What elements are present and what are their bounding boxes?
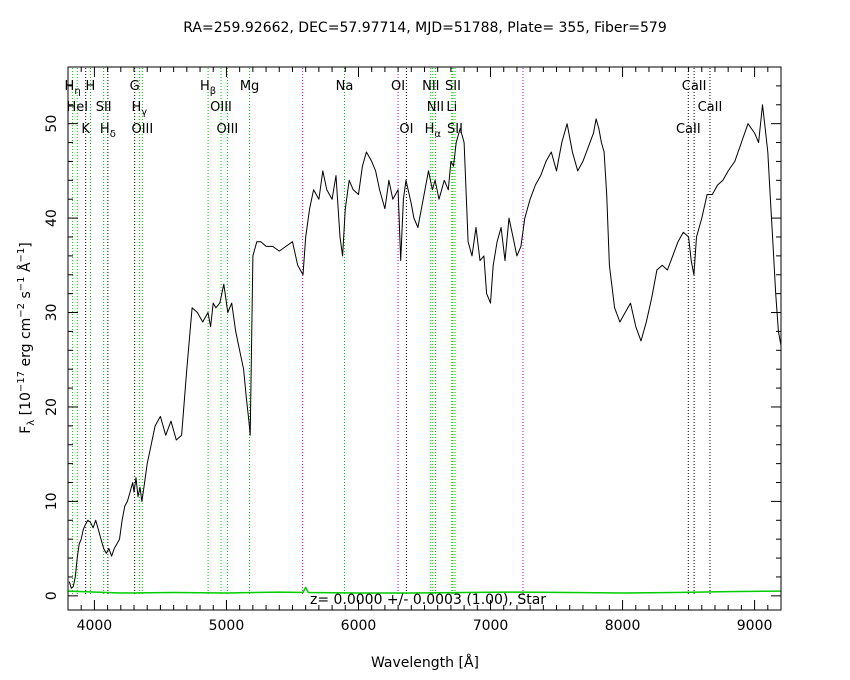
line-marker-label: CaII bbox=[698, 100, 723, 115]
line-marker-label: H bbox=[86, 79, 96, 94]
model-line bbox=[67, 586, 782, 594]
series-group bbox=[67, 104, 782, 594]
line-marker-label: CaII bbox=[676, 122, 701, 137]
x-axis: 4000 5000 6000 7000 8000 9000 bbox=[77, 67, 782, 634]
line-marker-label: OI bbox=[391, 79, 405, 94]
line-markers bbox=[72, 68, 711, 595]
line-marker-label: OI bbox=[399, 122, 413, 137]
line-marker-label: NII bbox=[422, 79, 439, 94]
line-marker-label: CaII bbox=[682, 79, 707, 94]
y-axis-label: Fλ [10−17 erg cm−2 s−1 Å−1] bbox=[16, 242, 37, 434]
line-marker-label: Hγ bbox=[131, 100, 147, 118]
y-axis: 0 10 20 30 40 50 bbox=[44, 85, 781, 600]
y-tick-label: 40 bbox=[44, 209, 60, 227]
x-tick-label: 6000 bbox=[341, 618, 377, 634]
line-marker-label: OIII bbox=[217, 122, 239, 137]
y-tick-label: 10 bbox=[44, 492, 60, 510]
x-tick-label: 9000 bbox=[737, 618, 773, 634]
line-marker-label: OIII bbox=[210, 100, 232, 115]
redshift-annotation: z= 0.0000 +/- 0.0003 (1.00), Star bbox=[310, 592, 546, 608]
line-marker-label: HeI bbox=[66, 100, 88, 115]
line-marker-label: Li bbox=[446, 100, 457, 115]
line-marker-label: Hη bbox=[65, 79, 81, 97]
x-axis-label: Wavelength [Å] bbox=[371, 654, 479, 671]
y-tick-label: 0 bbox=[44, 591, 60, 600]
line-marker-label: OIII bbox=[131, 122, 153, 137]
plot-frame bbox=[67, 66, 782, 611]
line-marker-label: Hβ bbox=[200, 79, 216, 97]
y-tick-label: 20 bbox=[44, 398, 60, 416]
line-marker-label: K bbox=[81, 122, 90, 137]
line-marker-label: Mg bbox=[240, 79, 259, 94]
line-marker-label: SII bbox=[445, 79, 461, 94]
x-tick-label: 8000 bbox=[605, 618, 641, 634]
line-marker-label: G bbox=[130, 79, 140, 94]
spectrum-line bbox=[68, 104, 782, 589]
x-tick-label: 5000 bbox=[209, 618, 245, 634]
y-tick-label: 50 bbox=[44, 115, 60, 133]
line-marker-label: Na bbox=[336, 79, 354, 94]
x-tick-label: 4000 bbox=[77, 618, 113, 634]
y-tick-label: 30 bbox=[44, 304, 60, 322]
x-tick-label: 7000 bbox=[473, 618, 509, 634]
line-marker-label: SII bbox=[96, 100, 112, 115]
line-marker-label: NII bbox=[427, 100, 444, 115]
chart-title: RA=259.92662, DEC=57.97714, MJD=51788, P… bbox=[183, 20, 667, 36]
